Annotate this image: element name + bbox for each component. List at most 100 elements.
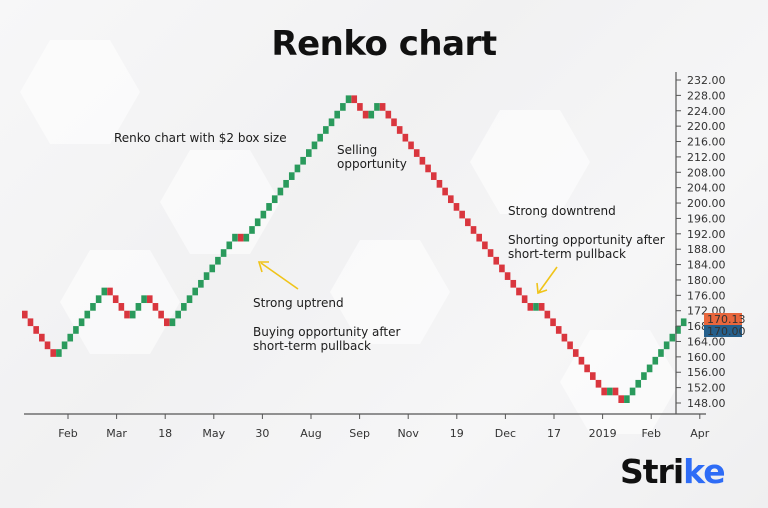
up-brick: [675, 326, 681, 334]
svg-text:170.00: 170.00: [707, 325, 746, 338]
y-tick-label: 180.00: [687, 274, 726, 287]
up-brick: [226, 241, 233, 250]
y-tick-label: 224.00: [687, 105, 726, 118]
down-brick: [408, 141, 414, 150]
down-brick: [482, 241, 488, 250]
y-tick-label: 192.00: [687, 228, 726, 241]
up-brick: [340, 103, 346, 111]
down-brick: [567, 341, 573, 350]
down-brick: [430, 172, 437, 180]
up-brick: [323, 126, 329, 134]
down-brick: [584, 364, 590, 373]
down-brick: [164, 318, 170, 327]
down-brick: [379, 103, 386, 111]
down-brick: [516, 287, 522, 296]
y-tick-label: 200.00: [687, 197, 726, 210]
x-tick-label: Dec: [495, 427, 516, 440]
selling-line-1: Selling: [337, 143, 378, 157]
down-brick: [146, 295, 153, 304]
bg-hexagon: [330, 240, 450, 344]
y-tick-label: 204.00: [687, 182, 726, 195]
y-tick-label: 156.00: [687, 366, 726, 379]
y-tick-label: 188.00: [687, 243, 726, 256]
buying-line-2: short-term pullback: [253, 339, 371, 353]
x-tick-label: 19: [450, 427, 464, 440]
down-brick: [413, 149, 420, 157]
down-brick: [158, 310, 164, 319]
logo-prefix: Stri: [620, 452, 684, 491]
up-brick: [300, 156, 306, 165]
down-brick: [107, 287, 113, 296]
up-brick: [317, 133, 323, 142]
y-tick-label: 148.00: [687, 397, 726, 410]
x-tick-label: 18: [158, 427, 172, 440]
down-brick: [595, 379, 602, 388]
up-brick: [56, 349, 62, 357]
up-brick: [646, 364, 653, 373]
up-brick: [271, 195, 278, 204]
up-brick: [61, 341, 68, 350]
down-brick: [33, 326, 39, 334]
up-brick: [73, 326, 79, 334]
up-brick: [249, 226, 255, 234]
down-brick: [436, 179, 443, 188]
up-brick: [209, 264, 216, 273]
x-tick-label: 17: [547, 427, 561, 440]
down-brick: [351, 95, 358, 104]
up-brick: [345, 95, 352, 104]
down-brick: [499, 264, 505, 273]
x-tick-label: Apr: [690, 427, 710, 440]
up-brick: [101, 287, 108, 296]
down-brick: [459, 210, 465, 219]
down-brick: [544, 310, 551, 319]
y-tick-label: 220.00: [687, 120, 726, 133]
box-size-annotation: Renko chart with $2 box size: [114, 131, 287, 145]
brick-series: [22, 95, 687, 403]
up-brick: [288, 172, 295, 180]
down-brick: [612, 387, 619, 396]
downtrend-annotation: Strong downtrend: [508, 204, 616, 218]
down-brick: [402, 133, 409, 142]
shorting-annotation: Shorting opportunity after short-term pu…: [508, 233, 665, 261]
logo-accent: k: [683, 452, 704, 491]
up-brick: [90, 303, 96, 311]
bg-hexagon: [560, 330, 680, 434]
down-brick: [118, 303, 125, 311]
y-tick-label: 160.00: [687, 351, 726, 364]
y-tick-label: 196.00: [687, 212, 726, 225]
up-brick: [680, 318, 687, 327]
shorting-line-2: short-term pullback: [508, 247, 626, 261]
logo-suffix: e: [703, 452, 725, 491]
down-brick: [237, 233, 244, 242]
down-brick: [555, 326, 562, 334]
up-brick: [641, 372, 647, 380]
y-tick-label: 228.00: [687, 89, 726, 102]
y-tick-label: 232.00: [687, 74, 726, 87]
down-brick: [124, 310, 130, 319]
x-tick-label: Aug: [300, 427, 321, 440]
down-brick: [550, 318, 556, 327]
down-brick: [510, 279, 517, 288]
down-brick: [27, 318, 34, 327]
chart-title: Renko chart: [271, 24, 497, 64]
down-brick: [572, 349, 579, 357]
up-brick: [669, 333, 676, 342]
last-price-tag: 170.13: [704, 313, 746, 326]
selling-line-2: opportunity: [337, 157, 407, 171]
up-brick: [368, 110, 375, 119]
up-brick: [629, 387, 636, 396]
y-tick-label: 152.00: [687, 382, 726, 395]
x-tick-label: Mar: [106, 427, 127, 440]
down-brick: [152, 303, 159, 311]
down-brick: [442, 187, 448, 196]
shorting-line-1: Shorting opportunity after: [508, 233, 665, 247]
up-brick: [607, 387, 613, 396]
bg-hexagon: [60, 250, 180, 354]
up-brick: [95, 295, 102, 304]
y-tick-label: 212.00: [687, 151, 726, 164]
down-brick: [601, 387, 607, 396]
down-brick: [487, 249, 494, 257]
up-brick: [658, 349, 664, 357]
svg-text:170.13: 170.13: [707, 313, 746, 326]
